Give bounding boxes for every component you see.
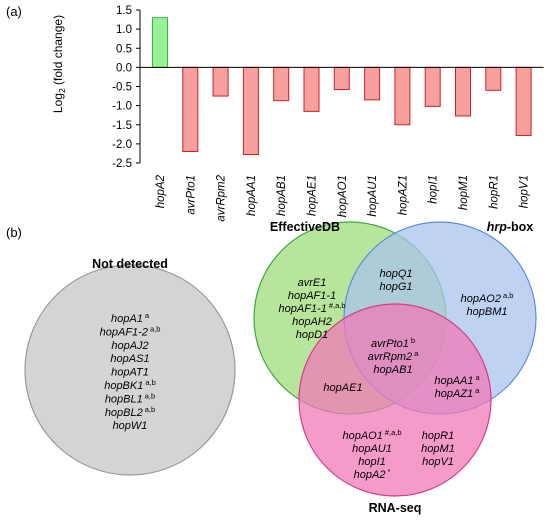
y-axis-title: Log2 (fold change) [51, 15, 67, 113]
all-sets-gene: hopAB1 [373, 364, 412, 376]
bar-hopI1 [424, 66, 441, 107]
rnaseq-gene: hopAO1 #,a,b [342, 428, 401, 442]
all-sets-gene: avrPto1 b [371, 336, 415, 350]
not-detected-gene: hopAF1-2 a,b [100, 324, 161, 338]
bar-hopAB1 [273, 66, 290, 102]
y-tick-label: 1.0 [116, 24, 132, 36]
not-detected-gene: hopBL1 a,b [105, 391, 155, 405]
not-detected-gene: hopW1 [113, 420, 148, 432]
x-category-label: avrRpm2 [216, 174, 228, 221]
bar-hopAZ1 [394, 66, 411, 126]
x-category-label: hopAA1 [246, 175, 258, 216]
x-category-label: avrPto1 [185, 175, 197, 215]
not-detected-gene: hopAJ2 [111, 340, 148, 352]
y-tick-label: 0.0 [116, 62, 132, 74]
bar-hopAO1 [333, 66, 350, 91]
x-category-label: hopAZ1 [397, 175, 409, 215]
effectivedb-gene: hopAF1-1 [288, 290, 336, 302]
effectivedb-hrp-gene: hopG1 [379, 281, 412, 293]
y-tick-label: 1.5 [116, 5, 132, 17]
bar-hopAU1 [364, 66, 381, 101]
effectivedb-gene: hopD1 [296, 329, 328, 341]
bar-avrPto1 [182, 66, 199, 153]
bars [152, 17, 532, 156]
effectivedb-gene: hopAF1-1 #,a,b [279, 301, 346, 315]
hrp-rnaseq-gene: hopAZ1 a [435, 386, 481, 400]
bar-hopR1 [485, 66, 502, 91]
bar-hopA2 [152, 17, 168, 68]
x-category-label: hopAB1 [276, 175, 288, 216]
x-axis-categories: hopA2 avrPto1 avrRpm2 hopAA1 hopAB1 hopAE1 hop… [155, 174, 531, 221]
effectivedb-hrp-gene: hopQ1 [379, 268, 412, 280]
bar-hopAA1 [242, 66, 259, 156]
bar-avrRpm2 [212, 66, 229, 97]
not-detected-gene: hopAS1 [110, 353, 149, 365]
bar-hopV1 [515, 66, 532, 136]
rnaseq-gene: hopV1 [422, 456, 454, 468]
rnaseq-gene: hopM1 [421, 443, 455, 455]
x-category-label: hopM1 [458, 175, 470, 210]
rnaseq-gene: hopAU1 [352, 443, 392, 455]
x-category-label: hopAE1 [307, 175, 319, 216]
y-tick-label: -2.0 [112, 139, 132, 151]
hrp-box-title: hrp-box [487, 220, 534, 234]
y-tick-label: -2.5 [112, 158, 132, 170]
not-detected-circle [24, 264, 236, 476]
x-category-label: hopAO1 [337, 175, 349, 217]
x-category-label: hopI1 [428, 175, 440, 204]
not-detected-title: Not detected [92, 257, 168, 271]
hrp-box-gene: hopAO2 a,b [461, 291, 514, 305]
panel-b-label: (b) [6, 225, 22, 240]
y-axis-ticks: 1.5 1.0 0.5 0.0 -0.5 -1.0 -1.5 -2.0 -2.5 [112, 5, 140, 170]
panel-a-label: (a) [6, 4, 22, 19]
rna-seq-circle [298, 303, 492, 497]
effectivedb-rnaseq-gene: hopAE1 [323, 382, 362, 394]
y-tick-label: -1.5 [112, 120, 132, 132]
all-sets-gene: avrRpm2 a [368, 349, 420, 363]
y-tick-label: 0.5 [116, 43, 132, 55]
effectivedb-gene: hopAH2 [292, 316, 332, 328]
rnaseq-gene: hopI1 [358, 456, 386, 468]
not-detected-gene: hopAT1 [111, 367, 149, 379]
x-category-label: hopV1 [519, 175, 531, 208]
hrp-rnaseq-gene: hopAA1 a [434, 373, 480, 387]
x-category-label: hopAU1 [367, 175, 379, 217]
bar-hopM1 [455, 66, 471, 117]
not-detected-gene: hopA1 a [111, 311, 150, 325]
venn-diagram: Not detected EffectiveDB hrp-box RNA-seq… [24, 220, 537, 515]
x-category-label: hopA2 [155, 174, 167, 208]
y-tick-label: -1.0 [112, 101, 132, 113]
effectivedb-gene: avrE1 [298, 277, 327, 289]
x-category-label: hopR1 [488, 175, 500, 209]
not-detected-gene: hopBK1 a,b [104, 378, 156, 392]
rnaseq-gene: hopR1 [422, 430, 454, 442]
bar-hopAE1 [303, 66, 320, 112]
hrp-box-gene: hopBM1 [467, 306, 508, 318]
effectivedb-title: EffectiveDB [270, 220, 340, 234]
not-detected-gene: hopBL2 a,b [105, 405, 155, 419]
rnaseq-gene: hopA2 * [354, 467, 391, 481]
y-tick-label: -0.5 [112, 82, 132, 94]
bar-chart: 1.5 1.0 0.5 0.0 -0.5 -1.0 -1.5 -2.0 -2.5 hopA2 av… [51, 5, 544, 222]
rna-seq-title: RNA-seq [369, 501, 422, 515]
